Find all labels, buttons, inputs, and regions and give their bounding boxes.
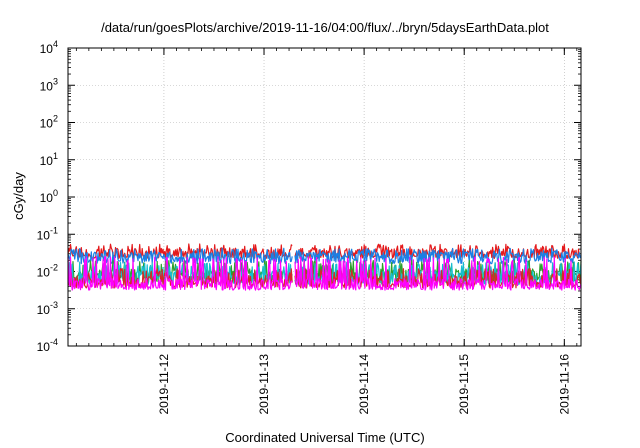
chart-title: /data/run/goesPlots/archive/2019-11-16/0… xyxy=(101,20,549,35)
x-tick-label: 2019-11-15 xyxy=(457,354,471,415)
grid xyxy=(68,48,581,346)
x-tick-label: 2019-11-12 xyxy=(157,354,171,415)
x-tick-label: 2019-11-16 xyxy=(557,354,571,415)
y-tick-label: 10-1 xyxy=(37,225,58,242)
y-tick-label: 10-4 xyxy=(37,337,58,354)
y-axis-label: cGy/day xyxy=(11,172,26,220)
series-line-6 xyxy=(67,256,582,291)
y-tick-label: 10-2 xyxy=(37,263,58,280)
y-tick-label: 102 xyxy=(40,114,58,131)
y-tick-label: 104 xyxy=(40,39,58,56)
x-axis-label: Coordinated Universal Time (UTC) xyxy=(225,430,424,445)
y-tick-label: 100 xyxy=(40,188,58,205)
axis-ticks: 10-4 10-3 10-2 10-1 100 101 102 103 104 2019-11-1… xyxy=(37,39,581,415)
y-tick-label: 101 xyxy=(40,151,58,168)
series-group xyxy=(67,243,582,291)
y-tick-label: 10-3 xyxy=(37,300,58,317)
x-tick-label: 2019-11-14 xyxy=(357,354,371,415)
y-tick-label: 103 xyxy=(40,76,58,93)
x-tick-label: 2019-11-13 xyxy=(257,354,271,415)
plot-frame xyxy=(67,47,582,347)
